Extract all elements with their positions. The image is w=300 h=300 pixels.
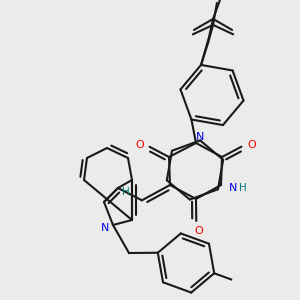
Text: N: N xyxy=(196,132,204,142)
Text: O: O xyxy=(194,226,203,236)
Text: N: N xyxy=(101,223,109,233)
Text: H: H xyxy=(239,183,247,193)
Text: H: H xyxy=(122,187,130,197)
Text: N: N xyxy=(229,183,237,193)
Text: O: O xyxy=(135,140,144,150)
Text: O: O xyxy=(247,140,256,150)
